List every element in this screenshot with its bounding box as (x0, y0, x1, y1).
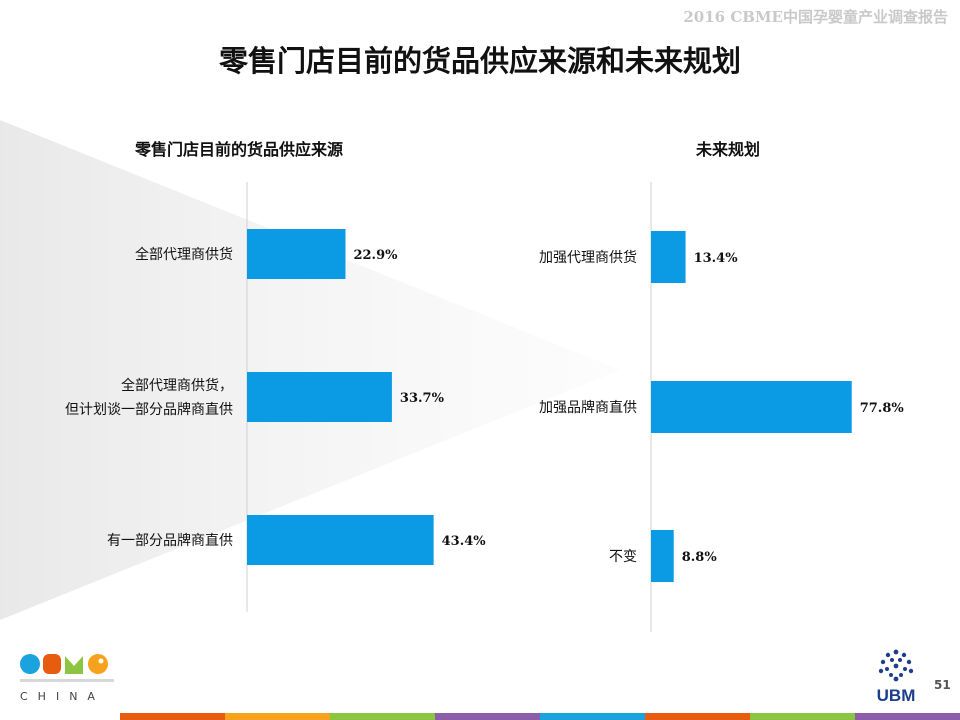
bottom-stripe (540, 713, 645, 720)
right-bar-2 (651, 530, 674, 582)
left-bar-2 (247, 515, 434, 565)
right-category-label-0: 加强代理商供货 (539, 249, 637, 266)
right-bar-0 (651, 231, 686, 283)
right-value-label-2: 8.8% (682, 550, 718, 565)
bottom-stripe (750, 713, 855, 720)
left-value-label-1: 33.7% (400, 391, 445, 406)
cbme-logo-sub: CHINA (20, 690, 105, 703)
left-category-label-0: 全部代理商供货 (135, 246, 233, 263)
left-value-label-2: 43.4% (442, 534, 487, 549)
right-value-label-1: 77.8% (860, 401, 905, 416)
left-category-label-1: 全部代理商供货，但计划谈一部分品牌商直供 (65, 377, 233, 418)
bottom-stripe (120, 713, 225, 720)
bottom-color-stripes (120, 713, 960, 720)
page-title: 零售门店目前的货品供应来源和未来规划 (218, 44, 741, 78)
bottom-stripe (645, 713, 750, 720)
right-category-label-2: 不变 (609, 549, 637, 565)
chart-title-left: 零售门店目前的货品供应来源 (135, 140, 344, 159)
bottom-stripe (435, 713, 540, 720)
left-category-label-2: 有一部分品牌商直供 (107, 532, 233, 549)
bottom-stripe (330, 713, 435, 720)
report-header-tag: 2016 CBME中国孕婴童产业调查报告 (683, 8, 948, 26)
right-category-label-1: 加强品牌商直供 (539, 399, 637, 416)
left-value-label-0: 22.9% (353, 248, 398, 263)
right-value-label-0: 13.4% (694, 251, 739, 266)
ubm-logo-text: UBM (877, 686, 916, 705)
left-bar-1 (247, 372, 392, 422)
page-number: 51 (934, 678, 951, 692)
bottom-stripe (225, 713, 330, 720)
left-bar-0 (247, 229, 346, 279)
cbme-logo: CHINA (20, 654, 114, 703)
bottom-stripe (855, 713, 960, 720)
right-bar-1 (651, 381, 852, 433)
ubm-logo: UBM (877, 649, 916, 705)
chart-title-right: 未来规划 (696, 140, 761, 159)
